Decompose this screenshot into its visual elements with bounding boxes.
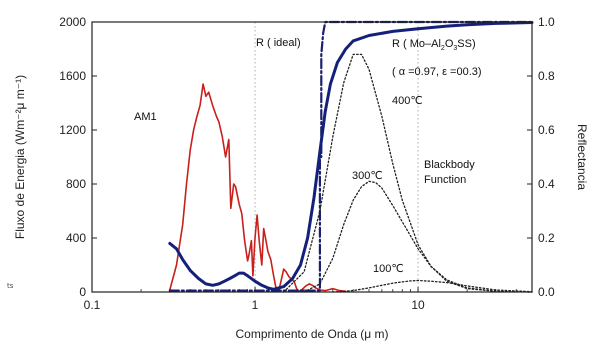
series-300 (303, 180, 533, 293)
plot-area (92, 22, 532, 292)
plot-frame (91, 21, 533, 293)
label-blackbody: Blackbody (424, 159, 475, 171)
y-axis-right-title: Reflectancia (575, 124, 589, 190)
y-right-tick-label: 0.6 (538, 123, 555, 137)
y-right-tick-label: 0.4 (538, 177, 555, 191)
y-left-tick-label: 400 (66, 231, 86, 245)
series-layer (168, 20, 534, 293)
series-r-mo-al-o-ss (168, 21, 534, 291)
label-function: Function (424, 174, 466, 186)
y-right-tick-label: 0.8 (538, 69, 555, 83)
label-300c: 300℃ (352, 170, 383, 182)
label-alpha-epsilon: ( α =0.97, ε =00.3) (392, 66, 482, 78)
series-100 (332, 279, 533, 293)
y-left-tick-label: 2000 (59, 15, 86, 29)
label-r-mo: R ( Mo–Al2O3SS) (392, 38, 476, 52)
y-left-tick-label: 0 (79, 285, 86, 299)
y-axis-left-title: Fluxo de Energia (Wm⁻²μ m⁻¹) (13, 75, 27, 239)
label-r-mo-a: R ( Mo–Al (392, 38, 441, 50)
x-tick-label: 1 (252, 298, 259, 312)
label-r-mo-b: O (445, 38, 454, 50)
series-r-ideal (168, 20, 534, 292)
label-r-ideal: R ( ideal) (256, 37, 301, 49)
y-right-tick-label: 0.2 (538, 231, 555, 245)
x-tick-label: 10 (411, 298, 425, 312)
x-axis-title: Comprimento de Onda (μ m) (236, 327, 389, 341)
label-r-mo-sub2: 3 (453, 45, 457, 52)
label-am1: AM1 (134, 111, 157, 123)
x-tick-label: 0.1 (84, 298, 101, 312)
label-r-mo-sub1: 2 (441, 45, 445, 52)
y-left-tick-label: 1200 (59, 123, 86, 137)
series-400 (283, 53, 533, 293)
y-right-tick-label: 0.0 (538, 285, 555, 299)
label-r-mo-c: SS) (457, 38, 475, 50)
y-left-tick-label: 1600 (59, 69, 86, 83)
y-left-tick-label: 800 (66, 177, 86, 191)
label-400c: 400℃ (392, 95, 423, 107)
label-100c: 100℃ (373, 263, 404, 275)
stray-margin-text: ts (7, 282, 14, 290)
tick-layer: 0.1 1 10 0 400 800 1200 1600 2000 0.0 0.2 0.4 0.6 0.8… (59, 15, 555, 312)
y-right-tick-label: 1.0 (538, 15, 555, 29)
